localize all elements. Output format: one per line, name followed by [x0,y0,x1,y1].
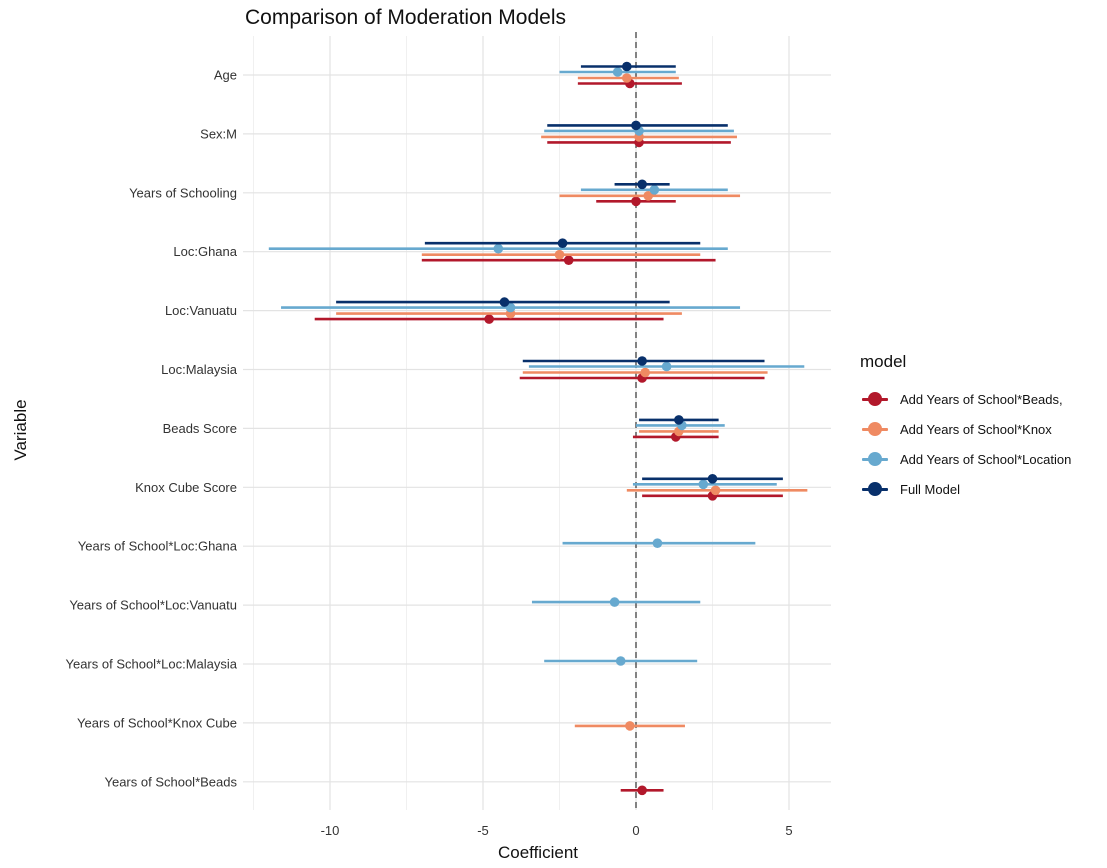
y-tick-label: Knox Cube Score [135,480,237,495]
legend-key-dot [868,392,882,406]
data-point [493,243,504,254]
data-point [637,179,647,190]
data-point [615,656,626,666]
data-point [631,120,641,131]
data-point [625,721,635,731]
data-point [622,73,632,83]
legend-label: Full Model [900,481,960,497]
data-point [499,297,510,307]
legend-key [860,449,890,469]
y-axis-title: Variable [11,399,30,460]
legend-item: Full Model [860,474,1071,504]
x-tick-label: 5 [785,823,792,838]
legend-key [860,419,890,439]
data-point [622,61,632,72]
legend-key-dot [868,482,882,496]
data-point [649,185,660,195]
y-tick-label: Loc:Vanuatu [165,303,237,318]
legend: model Add Years of School*Beads, Add Year… [860,352,1071,504]
legend-item: Add Years of School*Beads, [860,384,1071,414]
data-point [631,196,641,207]
data-point [637,356,647,366]
data-point [484,314,494,324]
legend-label: Add Years of School*Beads, [900,391,1063,407]
data-point [640,367,650,378]
data-point [707,474,718,484]
y-tick-label: Sex:M [200,126,237,141]
data-point [505,302,516,313]
y-tick-label: Years of School*Loc:Ghana [78,539,238,554]
x-tick-label: -10 [321,823,340,838]
y-tick-label: Years of School*Loc:Vanuatu [69,598,237,613]
data-point [609,597,620,607]
y-tick-label: Age [214,68,237,83]
legend-label: Add Years of School*Knox [900,421,1052,437]
y-tick-label: Loc:Malaysia [161,362,238,377]
x-tick-label: 0 [632,823,639,838]
y-tick-label: Years of School*Loc:Malaysia [65,657,237,672]
y-tick-label: Loc:Ghana [173,244,237,259]
legend-title: model [860,352,907,371]
data-point [612,67,623,77]
x-axis-title: Coefficient [498,843,578,862]
legend-key [860,389,890,409]
data-point [661,361,672,372]
data-point [652,538,663,548]
legend-key [860,479,890,499]
data-point [563,255,574,265]
legend-key-dot [868,452,882,466]
legend-label: Add Years of School*Location [900,451,1072,467]
y-tick-label: Years of Schooling [129,185,237,200]
chart-title: Comparison of Moderation Models [245,6,566,29]
legend-item: Add Years of School*Knox [860,414,1071,444]
y-tick-label: Years of School*Knox Cube [77,715,237,730]
data-point [643,191,654,201]
y-tick-label: Years of School*Beads [104,774,237,789]
x-tick-label: -5 [477,823,489,838]
legend-key-dot [868,422,882,436]
data-point [554,249,565,260]
legend-item: Add Years of School*Location [860,444,1071,474]
legend-items: Add Years of School*Beads, Add Years of S… [860,384,1071,504]
data-point [637,785,647,796]
data-point [698,479,709,490]
data-point [674,415,684,425]
y-tick-label: Beads Score [163,421,237,436]
data-point [557,238,568,248]
data-point [710,485,721,496]
